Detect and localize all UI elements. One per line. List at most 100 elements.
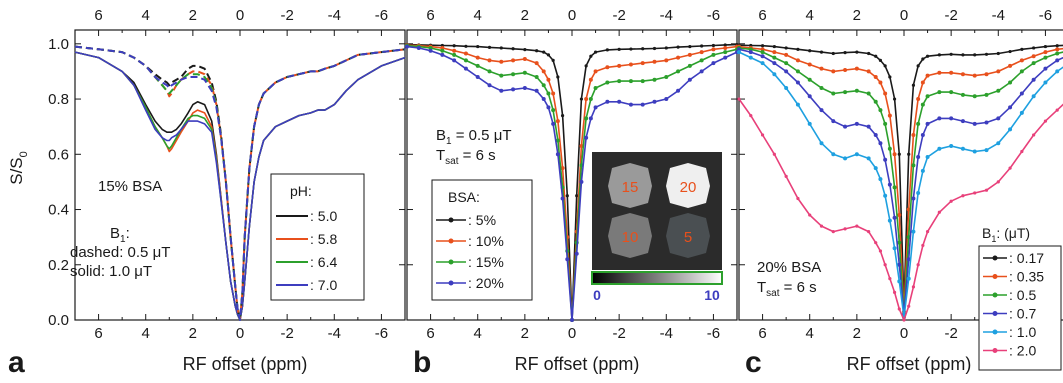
panel-a-legend [270, 173, 365, 301]
panel-c-point [972, 94, 977, 99]
panel-b-point [499, 73, 504, 78]
panel-b-point [546, 105, 551, 110]
panel-b-point [640, 79, 645, 84]
panel-c-series-line-0 [738, 44, 1063, 308]
panel-b-point [628, 62, 633, 67]
panel-b-point [699, 69, 704, 74]
panel-c-point [772, 61, 777, 66]
vial-label-20: 20 [680, 179, 697, 196]
panel-b-point [588, 77, 593, 82]
panel-c-point [1043, 50, 1048, 55]
panel-c-point [843, 227, 847, 231]
panel-c-point [996, 116, 1001, 121]
panel-c-legend-label: : 2.0 [1009, 343, 1036, 359]
panel-b-point [475, 63, 480, 68]
panel-b-legend-marker [448, 238, 454, 244]
panel-b-point [522, 57, 527, 61]
panel-c-x-axis-title: RF offset (ppm) [847, 354, 972, 374]
panel-c-point [796, 47, 800, 51]
panel-b-point [617, 79, 622, 84]
panel-c-point [887, 146, 892, 151]
panel-a-legend-label: : 6.4 [310, 254, 337, 270]
panel-c-legend-marker [992, 274, 998, 279]
panel-b-x-tick-label: 4 [474, 325, 482, 342]
panel-c-point [760, 44, 765, 48]
panel-c-point [972, 149, 977, 154]
panel-b-letter: b [413, 346, 431, 379]
panel-c-point [949, 52, 953, 56]
panel-a-x-tick-label-top: 2 [189, 7, 197, 24]
panel-c-point [866, 156, 871, 161]
panel-c-point [819, 141, 824, 146]
panel-b-point [551, 108, 556, 113]
panel-c-point [961, 53, 965, 57]
panel-c-point [937, 70, 942, 75]
panel-b-point [463, 58, 468, 63]
panel-c-point [984, 148, 989, 153]
panel-b-point [542, 50, 546, 54]
panel-c-point [973, 191, 977, 195]
panel-c-point [737, 50, 741, 55]
panel-b-point [688, 44, 692, 49]
panel-c-series-line-4 [738, 51, 1063, 319]
panel-c-point [867, 51, 871, 56]
panel-b-point [565, 194, 569, 198]
panel-c-point [883, 121, 888, 126]
panel-c-point [937, 116, 942, 121]
panel-c-point [921, 57, 925, 61]
panel-c-point [973, 53, 977, 57]
panel-c-point [807, 62, 812, 67]
panel-b-point [551, 58, 555, 62]
panel-c-point [937, 53, 941, 57]
panel-a-letter: a [8, 346, 25, 379]
panel-c-point [887, 182, 892, 187]
panel-c-point [920, 102, 925, 107]
panel-c-point [883, 64, 887, 68]
panel-a-x-axis-title: RF offset (ppm) [183, 354, 308, 374]
panel-c-point [1055, 47, 1060, 52]
panel-b-point [652, 59, 657, 64]
panel-b-point [605, 65, 610, 70]
panel-b-point [664, 46, 668, 50]
panel-c-point [831, 152, 836, 157]
panel-c-x-tick-label-top: -2 [944, 7, 957, 24]
panel-c-point [1055, 69, 1060, 74]
panel-c-point [866, 91, 871, 96]
panel-c-point [1043, 55, 1048, 60]
panel-c-point [1019, 91, 1024, 96]
panel-c-point [749, 114, 753, 118]
panel-c-point [920, 132, 925, 137]
panel-c-point [1031, 54, 1036, 59]
panel-c-point [911, 229, 916, 234]
panel-a-x-tick-label-top: -2 [280, 7, 293, 24]
panel-b-point [575, 194, 579, 198]
panel-c-point [902, 318, 906, 322]
panel-c-point [831, 230, 835, 234]
panel-b-point [640, 61, 645, 66]
panel-b-legend [431, 179, 533, 301]
panel-c-point [906, 276, 911, 281]
panel-b-point [405, 44, 409, 49]
panel-c-point [737, 47, 741, 52]
panel-b-point [565, 257, 570, 262]
panel-c-legend-marker [992, 255, 998, 261]
panel-b-point [541, 69, 546, 74]
panel-b-point [687, 77, 692, 82]
y-tick-label: 0.4 [48, 202, 69, 219]
panel-c-point [925, 94, 930, 99]
panel-b-point [605, 80, 610, 85]
panel-a-solid-note: solid: 1.0 μT [70, 263, 152, 280]
panel-b-point [499, 88, 504, 93]
panel-c-x-tick-label: 2 [853, 325, 861, 342]
panel-b-legend-label: : 15% [468, 254, 504, 270]
panel-b-point [535, 49, 539, 53]
panel-b-point [511, 72, 516, 77]
panel-b-point [440, 45, 445, 50]
panel-c-point [784, 69, 789, 74]
panel-c-point [873, 166, 878, 171]
panel-b-point [584, 64, 588, 68]
panel-b-point [534, 88, 539, 93]
panel-b-point [723, 55, 728, 60]
panel-b-point [556, 75, 560, 79]
panel-c-series-line-1 [738, 45, 1063, 313]
